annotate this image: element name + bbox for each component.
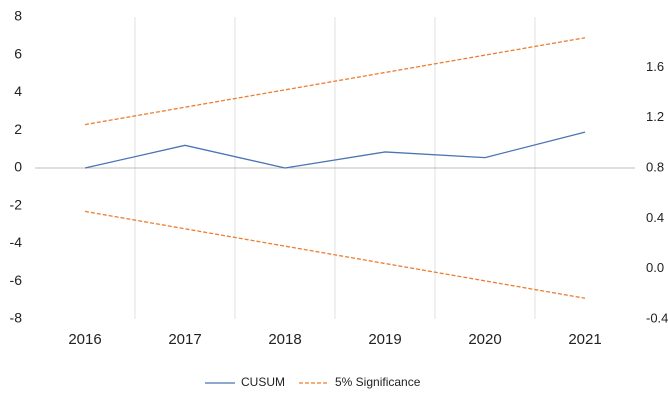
y-tick-label: 4: [14, 83, 22, 99]
x-tick-label: 2018: [268, 331, 301, 348]
x-tick-label: 2019: [368, 331, 401, 348]
x-tick-label: 2016: [68, 331, 101, 348]
y-tick-label: 0: [14, 159, 22, 175]
x-tick-label: 2020: [468, 331, 501, 348]
legend-label: CUSUM: [241, 375, 285, 389]
y2-tick-label: 0.8: [646, 159, 664, 174]
series-line: [84, 37, 586, 126]
y-tick-label: 6: [14, 45, 22, 61]
y-tick-label: -8: [10, 310, 23, 326]
y-tick-label: -4: [10, 234, 23, 250]
y-tick-label: 2: [14, 121, 22, 137]
y2-tick-label: -0.4: [646, 310, 668, 325]
y2-tick-label: 0.4: [646, 210, 664, 225]
y2-tick-label: 1.2: [646, 109, 664, 124]
y-tick-label: -6: [10, 272, 23, 288]
y-tick-label: 8: [14, 8, 22, 24]
y-tick-label: -2: [10, 196, 23, 212]
series-line: [84, 210, 586, 299]
y2-tick-label: 1.6: [646, 59, 664, 74]
x-tick-label: 2017: [168, 331, 201, 348]
x-tick-label: 2021: [568, 331, 601, 348]
legend-label: 5% Significance: [335, 375, 421, 389]
series-line: [84, 131, 586, 169]
y2-tick-label: 0.0: [646, 260, 664, 275]
